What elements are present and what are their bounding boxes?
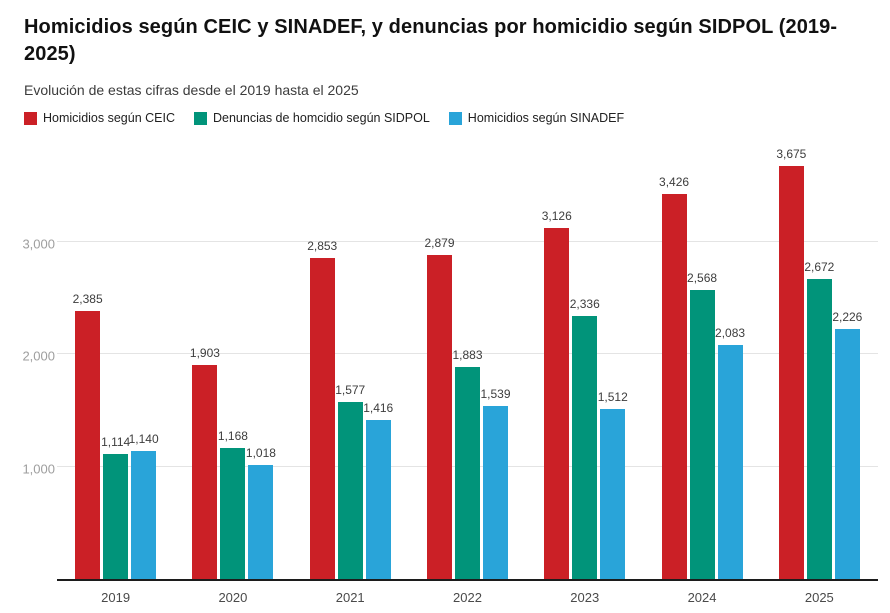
bar-group-2025: 3,675 2,672 2,226	[761, 146, 878, 579]
legend-swatch-icon	[448, 111, 462, 125]
bar-group-2022: 2,879 1,883 1,539	[409, 146, 526, 579]
bar-2021-series-2[interactable]: 1,416	[363, 401, 393, 579]
bar-2025-series-0[interactable]: 3,675	[776, 147, 806, 579]
chart-title: Homicidios según CEIC y SINADEF, y denun…	[24, 16, 838, 65]
legend-swatch-icon	[194, 111, 207, 125]
value-label: 1,168	[217, 428, 248, 443]
bar-2022-series-1[interactable]: 1,883	[452, 348, 483, 579]
bar-2020-series-1[interactable]: 1,168	[218, 429, 248, 579]
bar-2019-series-0[interactable]: 2,385	[73, 292, 103, 579]
legend-item-0[interactable]: Homicidios según CEIC	[24, 111, 175, 125]
value-label: 2,226	[832, 309, 863, 324]
value-label: 2,853	[307, 239, 338, 254]
bar-2025-series-1[interactable]: 2,672	[804, 260, 834, 579]
bar-2024-series-2[interactable]: 2,083	[715, 326, 745, 579]
value-label: 1,577	[335, 382, 366, 397]
value-label: 1,140	[128, 431, 159, 446]
legend-item-1[interactable]: Denuncias de homcidio según SIDPOL	[194, 111, 430, 125]
bar-2021-series-1[interactable]: 1,577	[335, 383, 365, 579]
value-label: 2,568	[687, 271, 718, 286]
legend: Homicidios según CEIC Denuncias de homcid…	[24, 111, 866, 125]
bar-2023-series-1[interactable]: 2,336	[570, 297, 600, 579]
plot-area: 2,385 1,114 1,140 1,903 1,168 1,018 2,853 1,577…	[57, 146, 878, 581]
bar-2025-series-2[interactable]: 2,226	[832, 310, 862, 579]
value-label: 1,512	[597, 390, 628, 405]
legend-item-2[interactable]: Homicidios según SINADEF	[448, 111, 625, 125]
value-label: 1,114	[101, 434, 131, 449]
bar-group-2024: 3,426 2,568 2,083	[643, 146, 760, 579]
value-label: 2,083	[715, 325, 746, 340]
value-label: 1,883	[452, 348, 483, 363]
x-axis-labels: 2019 2020 2021 2022 2023 2024 2025	[57, 586, 878, 605]
value-label: 1,539	[480, 387, 511, 402]
chart-subtitle: Evolución de estas cifras desde el 2019 …	[24, 82, 359, 98]
y-tick-label-1000: 1,000	[22, 461, 55, 477]
y-tick-label-2000: 2,000	[22, 348, 55, 364]
bar-2024-series-1[interactable]: 2,568	[687, 271, 717, 579]
value-label: 3,126	[541, 208, 572, 223]
bar-2020-series-2[interactable]: 1,018	[246, 446, 276, 579]
x-axis-label-2025: 2025	[804, 590, 834, 605]
y-axis: 1,000 2,000 3,000	[10, 146, 55, 581]
gridline-3000	[57, 240, 878, 242]
bar-chart: 1,000 2,000 3,000 2,385 1,114 1,140 1,903 1,16…	[22, 146, 878, 608]
value-label: 3,675	[776, 146, 807, 161]
legend-label: Denuncias de homcidio según SIDPOL	[213, 111, 430, 125]
bar-group-2023: 3,126 2,336 1,512	[526, 146, 643, 579]
x-axis-label-2021: 2021	[335, 590, 365, 605]
value-label: 2,879	[424, 236, 455, 251]
bar-2022-series-2[interactable]: 1,539	[480, 387, 511, 579]
gridline-2000	[57, 353, 878, 355]
x-axis-label-2023: 2023	[570, 590, 600, 605]
value-label: 2,336	[569, 297, 600, 312]
value-label: 3,426	[659, 174, 690, 189]
legend-swatch-icon	[24, 111, 37, 125]
bar-2023-series-2[interactable]: 1,512	[598, 390, 628, 579]
x-axis-label-2019: 2019	[101, 590, 131, 605]
value-label: 1,018	[245, 445, 276, 460]
x-axis-label-2024: 2024	[687, 590, 717, 605]
bar-group-2019: 2,385 1,114 1,140	[57, 146, 174, 579]
bar-2019-series-2[interactable]: 1,140	[129, 432, 159, 579]
bar-group-2020: 1,903 1,168 1,018	[174, 146, 291, 579]
x-axis-label-2022: 2022	[453, 590, 482, 605]
legend-label: Homicidios según SINADEF	[467, 111, 625, 125]
value-label: 2,672	[804, 259, 835, 274]
x-axis-label-2020: 2020	[218, 590, 248, 605]
value-label: 1,416	[363, 400, 394, 415]
bar-2021-series-0[interactable]: 2,853	[307, 239, 337, 579]
y-tick-label-3000: 3,000	[22, 236, 55, 252]
bar-2023-series-0[interactable]: 3,126	[542, 209, 572, 579]
value-label: 2,385	[72, 291, 103, 306]
legend-label: Homicidios según CEIC	[43, 111, 175, 125]
bar-2020-series-0[interactable]: 1,903	[190, 346, 220, 579]
value-label: 1,903	[189, 346, 220, 361]
bar-2022-series-0[interactable]: 2,879	[424, 236, 455, 579]
bar-2024-series-0[interactable]: 3,426	[659, 175, 689, 579]
bar-group-2021: 2,853 1,577 1,416	[292, 146, 409, 579]
bar-2019-series-1[interactable]: 1,114	[101, 435, 130, 579]
